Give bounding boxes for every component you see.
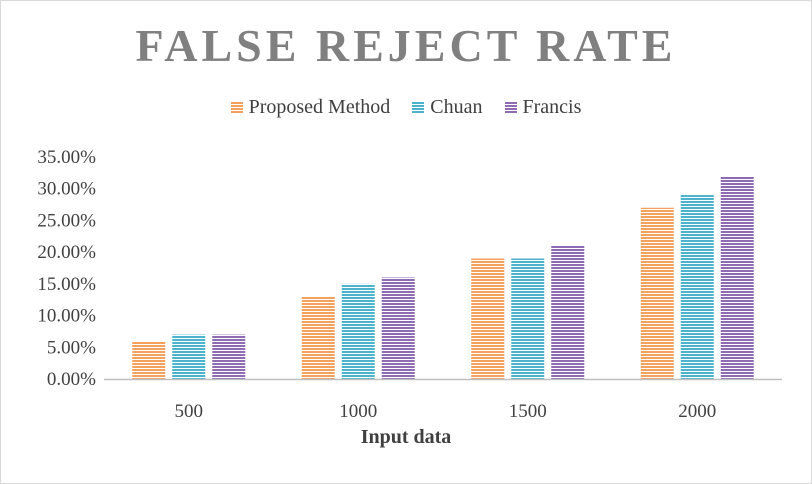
y-tick-label: 0.00% bbox=[47, 369, 96, 390]
legend-swatch-francis bbox=[504, 101, 517, 114]
y-tick-label: 20.00% bbox=[37, 242, 96, 263]
bar-proposed-method-1500 bbox=[471, 258, 505, 379]
bar-francis-2000 bbox=[720, 176, 754, 379]
y-tick-label: 30.00% bbox=[37, 179, 96, 200]
legend-item-francis: Francis bbox=[504, 96, 582, 119]
legend-item-chuan: Chuan bbox=[412, 96, 483, 119]
bar-proposed-method-1000 bbox=[301, 296, 335, 379]
bar-chuan-1000 bbox=[341, 283, 375, 379]
bar-francis-500 bbox=[212, 334, 246, 379]
legend-label-francis: Francis bbox=[522, 96, 582, 118]
bar-proposed-method-500 bbox=[132, 340, 166, 379]
legend-swatch-chuan bbox=[412, 101, 425, 114]
legend-swatch-proposed bbox=[230, 101, 243, 114]
y-tick-label: 5.00% bbox=[47, 337, 96, 358]
bar-chuan-500 bbox=[172, 334, 206, 379]
x-axis-label: Input data bbox=[360, 426, 452, 448]
legend: Proposed Method Chuan Francis bbox=[0, 96, 812, 119]
chart-title: FALSE REJECT RATE bbox=[135, 20, 677, 71]
legend-item-proposed: Proposed Method bbox=[230, 96, 391, 119]
legend-label-proposed: Proposed Method bbox=[248, 96, 391, 118]
bar-francis-1500 bbox=[551, 245, 585, 379]
y-tick-label: 25.00% bbox=[37, 210, 96, 231]
bar-proposed-method-2000 bbox=[640, 207, 674, 379]
y-tick-label: 15.00% bbox=[37, 274, 96, 295]
y-tick-label: 35.00% bbox=[37, 147, 96, 168]
y-tick-label: 10.00% bbox=[37, 306, 96, 327]
x-tick-label: 1000 bbox=[339, 401, 377, 422]
x-tick-label: 1500 bbox=[509, 401, 547, 422]
bar-chuan-1500 bbox=[511, 258, 545, 379]
bar-francis-1000 bbox=[381, 277, 415, 379]
legend-label-chuan: Chuan bbox=[430, 96, 483, 118]
x-tick-label: 500 bbox=[175, 401, 204, 422]
x-tick-label: 2000 bbox=[678, 401, 716, 422]
bar-chuan-2000 bbox=[680, 195, 714, 379]
